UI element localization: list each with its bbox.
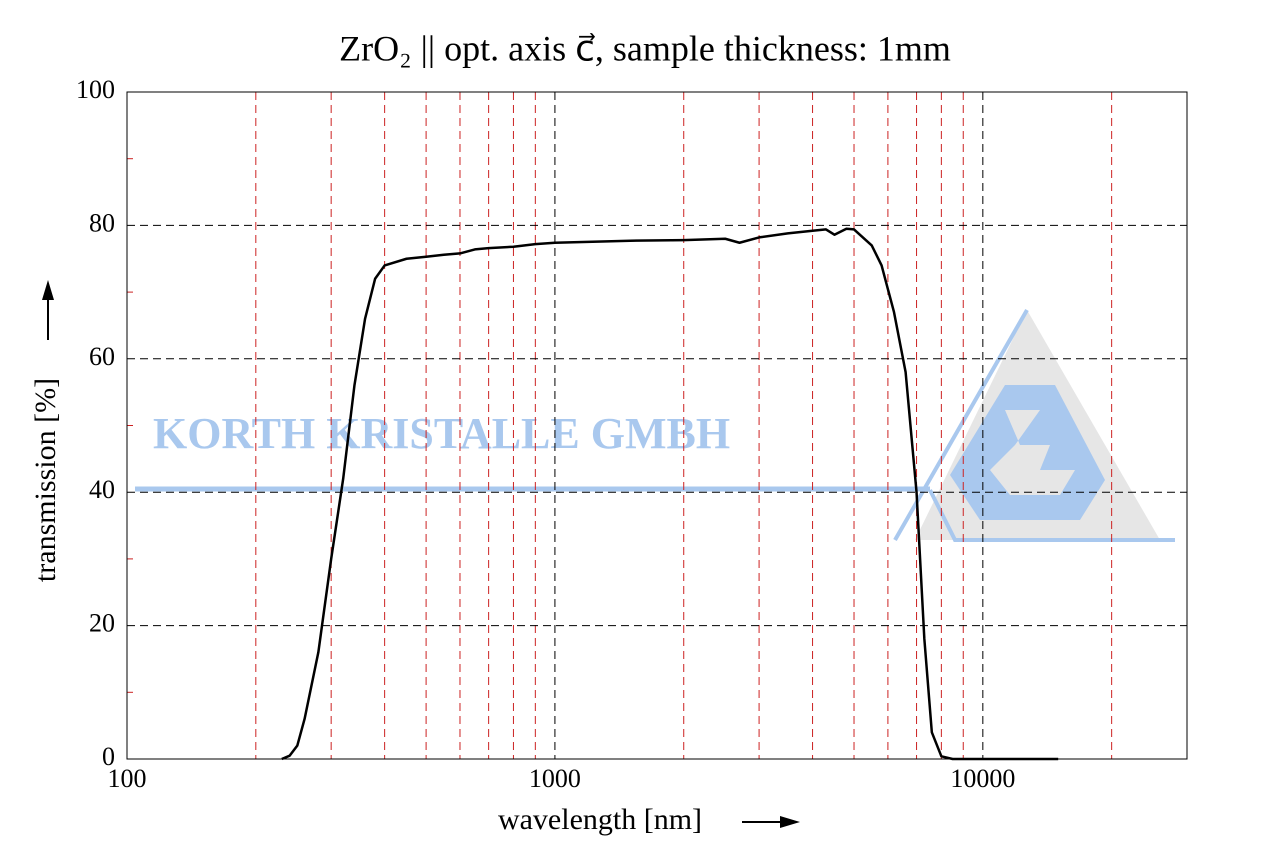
y-axis-label: transmission [%] [29,378,62,582]
y-tick-label: 80 [89,208,115,237]
y-tick-label: 0 [102,742,115,771]
x-tick-label: 1000 [529,764,581,793]
plot-frame [126,91,1188,760]
chart-title: ZrO₂ || opt. axis c⃗, sample thickness: … [339,28,951,68]
y-tick-label: 60 [89,342,115,371]
x-arrow [742,816,800,828]
x-axis-label: wavelength [nm] [498,803,702,836]
y-tick-label: 100 [76,75,115,104]
x-tick-label: 100 [108,764,147,793]
watermark-text: KORTH KRISTALLE GMBH [153,409,730,458]
y-tick-label: 40 [89,475,115,504]
y-tick-label: 20 [89,609,115,638]
watermark-logo [893,309,1175,542]
data-line [281,227,1059,761]
x-tick-label: 10000 [950,764,1015,793]
y-arrow [42,280,54,340]
